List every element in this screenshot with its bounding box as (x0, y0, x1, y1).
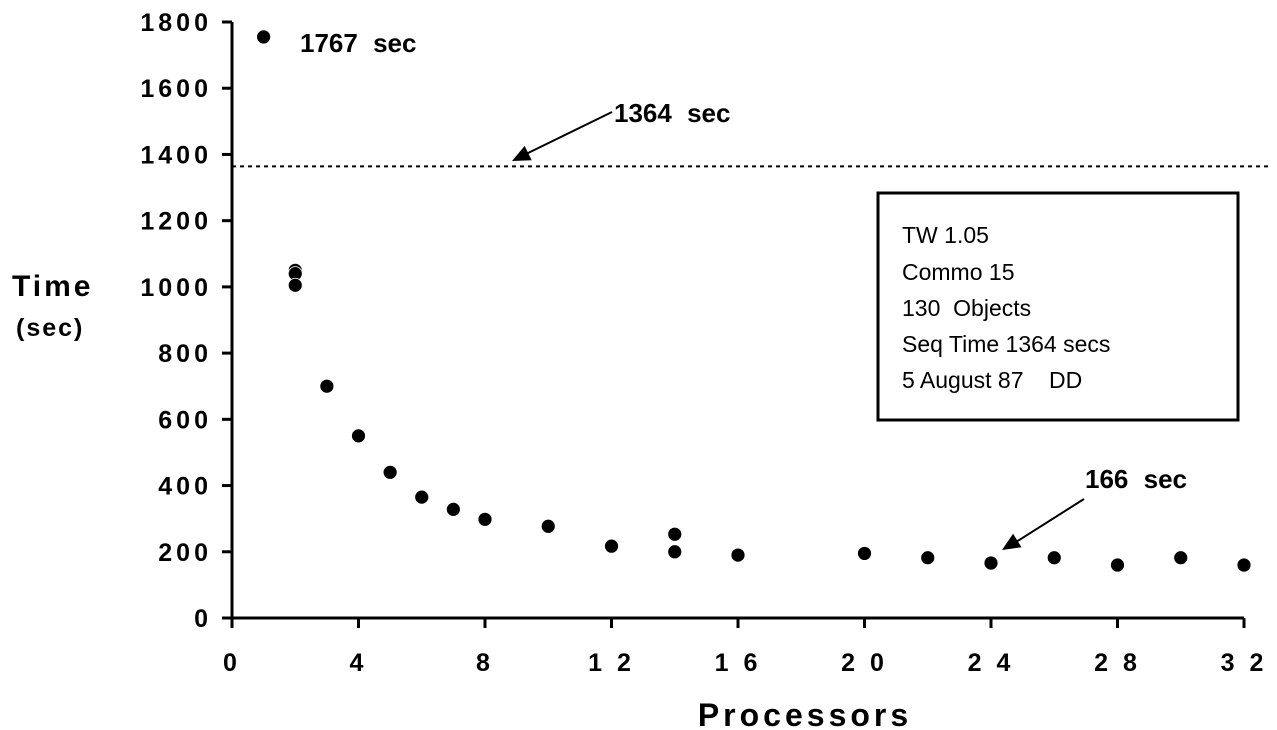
legend-line-objects: 130 Objects (902, 295, 1031, 321)
annotation-min-time-arrow (1015, 498, 1085, 543)
data-point (857, 546, 872, 561)
y-tick-label: 1000 (140, 274, 212, 302)
annotation-min-time-arrowhead (1002, 533, 1022, 550)
x-ticks: 0 4 8 1 2 1 6 2 0 2 4 2 8 3 2 (223, 618, 1268, 677)
data-point (1046, 550, 1062, 566)
y-axis-title-line1: Time (12, 270, 93, 303)
legend-box (876, 191, 1240, 422)
y-tick-label: 1400 (140, 141, 212, 169)
x-tick-label: 4 (350, 649, 368, 677)
x-tick-label: 8 (476, 649, 494, 677)
data-point (319, 378, 335, 394)
x-tick-label: 3 2 (1221, 649, 1268, 677)
data-point (256, 29, 272, 45)
annotation-max-time: 1767 sec (300, 28, 416, 58)
x-tick-label: 2 0 (841, 649, 888, 677)
data-point (287, 277, 303, 293)
annotation-min-time: 166 sec (1085, 464, 1187, 494)
data-point (1110, 557, 1125, 573)
data-point (983, 555, 999, 571)
x-tick-label: 1 2 (588, 649, 635, 677)
y-tick-label: 800 (158, 340, 212, 368)
data-point (477, 511, 493, 527)
data-point (604, 538, 619, 554)
y-tick-label: 200 (158, 539, 212, 567)
y-tick-label: 1200 (140, 208, 212, 236)
data-point (382, 464, 398, 480)
x-tick-label: 2 8 (1094, 649, 1141, 677)
annotation-seq-time: 1364 sec (614, 98, 730, 128)
y-tick-label: 1800 (140, 9, 212, 37)
legend-line-commo: Commo 15 (902, 259, 1014, 285)
y-tick-label: 0 (194, 605, 212, 633)
data-point (920, 550, 936, 566)
data-point (667, 544, 683, 560)
x-axis-title: Processors (698, 697, 912, 730)
legend-line-date: 5 August 87 DD (902, 367, 1082, 393)
data-point (445, 501, 461, 517)
y-tick-label: 400 (158, 473, 212, 501)
annotation-seq-time-arrowhead (512, 145, 532, 161)
data-point (667, 526, 683, 542)
data-point (351, 428, 366, 444)
data-point (1236, 557, 1252, 573)
data-point (1173, 550, 1189, 566)
x-tick-label: 0 (223, 649, 241, 677)
data-point (540, 518, 556, 534)
data-point (414, 489, 430, 505)
y-tick-label: 1600 (140, 75, 212, 103)
annotation-seq-time-arrow (523, 111, 613, 156)
y-tick-label: 600 (158, 406, 212, 434)
data-points (256, 29, 1252, 573)
x-tick-label: 1 6 (715, 649, 762, 677)
y-axis-title-line2: (sec) (16, 314, 84, 342)
legend-line-seq-time: Seq Time 1364 secs (902, 331, 1110, 357)
data-point (730, 547, 746, 563)
legend-line-version: TW 1.05 (902, 222, 989, 248)
y-ticks: 0 200 400 600 800 1000 1200 1400 1600 1800 (140, 9, 232, 633)
x-tick-label: 2 4 (968, 649, 1015, 677)
